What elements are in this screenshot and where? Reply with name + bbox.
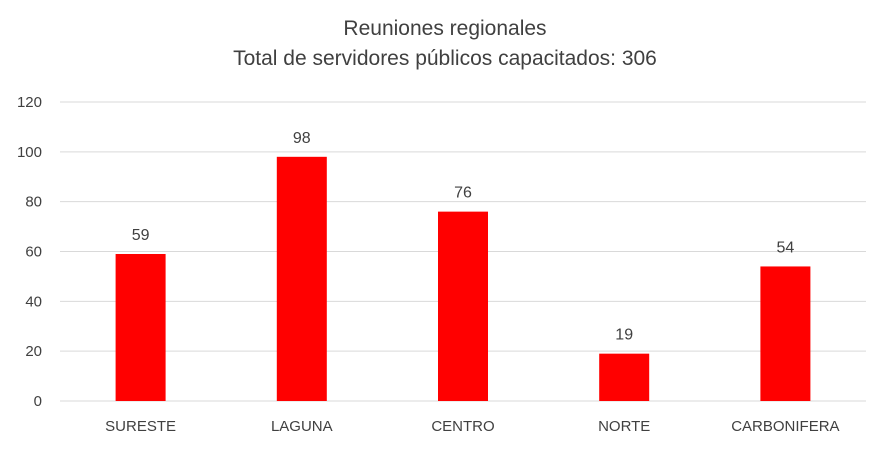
data-label: 19 — [615, 327, 633, 344]
data-label: 98 — [293, 130, 311, 147]
data-label: 76 — [454, 185, 472, 202]
chart-title: Reuniones regionales — [343, 17, 547, 40]
bar — [760, 266, 811, 401]
x-category-label: CENTRO — [431, 418, 494, 435]
x-category-label: CARBONIFERA — [731, 418, 839, 435]
y-tick-label: 80 — [25, 194, 42, 211]
chart-title-block: Reuniones regionales Total de servidores… — [0, 14, 890, 74]
x-category-label: LAGUNA — [271, 418, 333, 435]
y-tick-label: 100 — [17, 144, 42, 161]
y-tick-label: 0 — [34, 393, 42, 410]
x-category-label: SURESTE — [105, 418, 176, 435]
x-category-label: NORTE — [598, 418, 650, 435]
bar — [599, 353, 650, 401]
data-label: 59 — [132, 227, 150, 244]
bar — [438, 211, 488, 401]
y-tick-label: 120 — [17, 94, 42, 111]
y-tick-label: 20 — [25, 343, 42, 360]
bar — [115, 253, 166, 401]
bar — [276, 156, 327, 401]
chart-subtitle: Total de servidores públicos capacitados… — [233, 47, 657, 70]
data-label: 54 — [777, 239, 795, 256]
y-tick-label: 40 — [25, 293, 42, 310]
y-tick-label: 60 — [25, 244, 42, 261]
